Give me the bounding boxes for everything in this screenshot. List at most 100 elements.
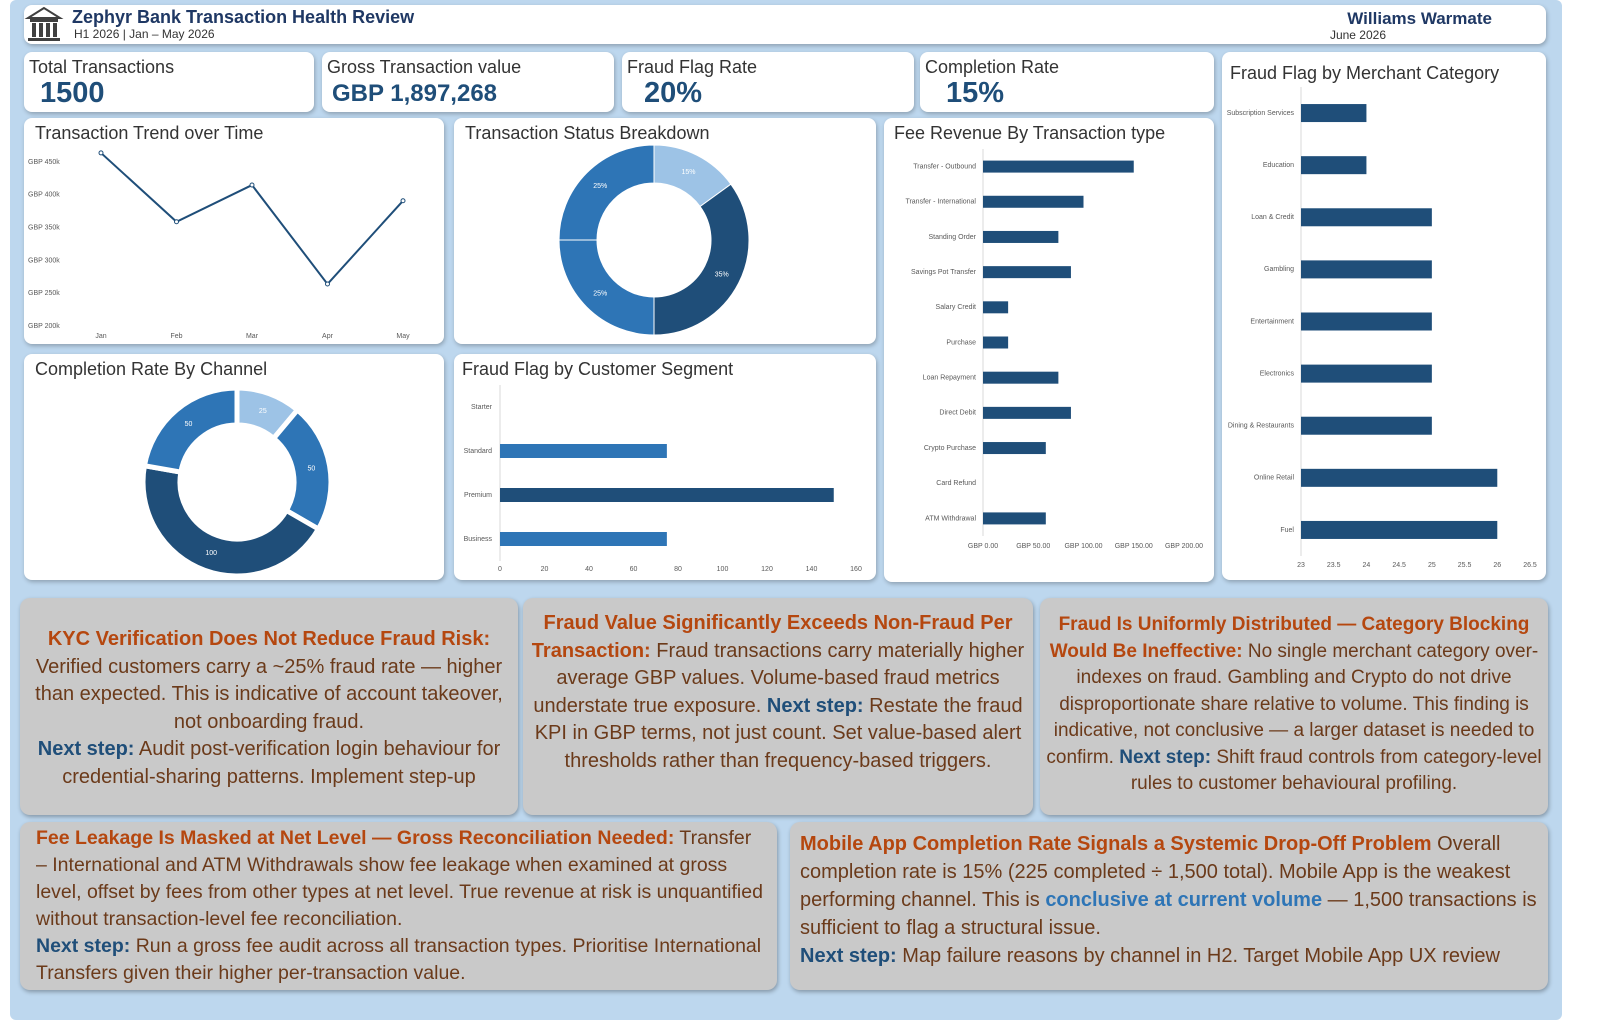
insight-body: No single merchant category over-indexes… xyxy=(1046,640,1539,768)
bar xyxy=(1301,260,1432,279)
point xyxy=(174,219,179,225)
y-tick-label: Dining & Restaurants xyxy=(1228,423,1295,430)
y-tick-label: Savings Pot Transfer xyxy=(911,269,977,276)
insight-heading: Fee Leakage Is Masked at Net Level — Gro… xyxy=(36,827,675,849)
x-tick-label: 140 xyxy=(806,566,818,573)
y-tick-label: Purchase xyxy=(946,339,976,346)
x-tick-label: Jan xyxy=(95,333,106,340)
insight-body: — 1,500 transactions is sufficient to fl… xyxy=(800,889,1537,939)
y-tick-label: Card Refund xyxy=(936,480,976,487)
bank-icon xyxy=(24,6,64,41)
x-tick-label: 23 xyxy=(1297,562,1305,569)
bar xyxy=(983,512,1046,525)
point xyxy=(249,182,255,188)
x-tick-label: 120 xyxy=(761,566,773,573)
y-tick-label: Entertainment xyxy=(1250,318,1294,325)
bar xyxy=(983,160,1134,173)
next-step-label: Next step: xyxy=(766,694,864,717)
insight-box: Fee Leakage Is Masked at Net Level — Gro… xyxy=(20,822,777,990)
next-step-label: Next step: xyxy=(800,945,897,967)
kpi-label: Total Transactions xyxy=(29,57,175,77)
x-tick-label: 24 xyxy=(1363,562,1371,569)
y-tick-label: Salary Credit xyxy=(936,304,977,311)
x-tick-label: 24.5 xyxy=(1392,562,1406,569)
chart: Completion Rate By Channel 25 50 100 50 xyxy=(35,359,334,579)
x-tick-label: 80 xyxy=(674,566,682,573)
data-label: 50 xyxy=(185,421,193,428)
y-tick-label: Loan Repayment xyxy=(923,375,976,382)
insight-heading: Mobile App Completion Rate Signals a Sys… xyxy=(800,833,1432,855)
next-step-text: Map failure reasons by channel in H2. Ta… xyxy=(902,945,1500,967)
insight-body: Transfer – International and ATM Withdra… xyxy=(36,827,763,930)
x-tick-label: GBP 50.00 xyxy=(1016,543,1050,550)
y-tick-label: Transfer - Outbound xyxy=(913,163,976,170)
next-step-label: Next step: xyxy=(1119,746,1212,768)
donut-segment xyxy=(558,144,655,241)
chart-title: Fraud Flag by Merchant Category xyxy=(1230,63,1499,83)
y-tick-label: GBP 450k xyxy=(28,159,60,166)
y-tick-label: Gambling xyxy=(1264,266,1294,273)
point xyxy=(325,281,330,287)
insight-heading: KYC Verification Does Not Reduce Fraud R… xyxy=(47,628,491,650)
bar xyxy=(983,195,1084,208)
data-label: 25 xyxy=(259,408,267,415)
bar xyxy=(500,488,834,502)
data-label: 25% xyxy=(593,291,607,298)
dashboard-title: Zephyr Bank Transaction Health Review xyxy=(72,7,415,27)
kpi-card: Total Transactions 1500 xyxy=(24,52,314,112)
x-tick-label: May xyxy=(396,333,410,340)
bar xyxy=(983,371,1059,384)
chart: Transaction Status Breakdown 15% 35% 25% 25% xyxy=(465,123,750,336)
line xyxy=(100,152,404,286)
chart-title: Fraud Flag by Customer Segment xyxy=(462,359,733,379)
chart: Fraud Flag by Merchant Category 23 23.5 24 2… xyxy=(1227,63,1537,569)
kpi-value: 1500 xyxy=(40,77,105,109)
x-tick-label: GBP 0.00 xyxy=(968,543,998,550)
y-tick-label: GBP 300k xyxy=(28,257,60,264)
x-tick-label: 26.5 xyxy=(1523,562,1537,569)
data-label: 50 xyxy=(307,466,315,473)
header: Zephyr Bank Transaction Health Review H1… xyxy=(24,5,1546,44)
x-tick-label: 25.5 xyxy=(1458,562,1472,569)
data-label: 35% xyxy=(715,271,729,278)
y-tick-label: Loan & Credit xyxy=(1251,214,1294,221)
author: Williams Warmate xyxy=(1347,9,1492,28)
chart-title: Transaction Status Breakdown xyxy=(465,123,709,143)
next-step-text: Run a gross fee audit across all transac… xyxy=(36,935,762,984)
donut-segment xyxy=(270,406,334,533)
x-tick-label: 160 xyxy=(850,566,862,573)
x-tick-label: 100 xyxy=(717,566,729,573)
y-tick-label: Fuel xyxy=(1280,527,1294,534)
x-tick-label: 23.5 xyxy=(1327,562,1341,569)
chart-title: Completion Rate By Channel xyxy=(35,359,267,379)
insight-heading: Fraud Value Significantly Exceeds Non-Fr… xyxy=(531,612,1013,662)
bar xyxy=(500,532,667,546)
x-tick-label: GBP 200.00 xyxy=(1165,543,1203,550)
y-tick-label: Premium xyxy=(464,492,492,499)
point xyxy=(400,198,406,204)
bar xyxy=(983,336,1009,349)
chart: Transaction Trend over Time GBP 200k GBP 2… xyxy=(28,123,410,340)
bar xyxy=(1301,468,1498,487)
donut-segment xyxy=(140,462,322,579)
x-tick-label: 60 xyxy=(630,566,638,573)
insight-box: KYC Verification Does Not Reduce Fraud R… xyxy=(20,598,518,815)
insight-heading: Fraud Is Uniformly Distributed — Categor… xyxy=(1049,614,1530,662)
y-tick-label: ATM Withdrawal xyxy=(925,515,976,522)
next-step-text: Restate the fraud KPI in GBP terms, not … xyxy=(534,694,1023,772)
bar xyxy=(983,442,1046,455)
kpi-label: Fraud Flag Rate xyxy=(627,57,758,77)
chart-card: Transaction Trend over Time GBP 200k GBP 2… xyxy=(24,118,444,344)
y-tick-label: GBP 350k xyxy=(28,225,60,232)
next-step-label: Next step: xyxy=(37,738,135,760)
x-tick-label: GBP 150.00 xyxy=(1115,543,1153,550)
chart-card: Transaction Status Breakdown 15% 35% 25% 25% xyxy=(454,118,876,344)
chart-title: Fee Revenue By Transaction type xyxy=(894,123,1165,143)
donut-segment xyxy=(141,385,240,475)
bar xyxy=(983,301,1009,314)
kpi-card: Completion Rate 15% xyxy=(920,52,1214,112)
x-tick-label: 0 xyxy=(498,566,502,573)
chart-card: Completion Rate By Channel 25 50 100 50 xyxy=(24,354,444,580)
y-tick-label: Subscription Services xyxy=(1227,110,1295,117)
y-tick-label: Electronics xyxy=(1260,370,1295,377)
